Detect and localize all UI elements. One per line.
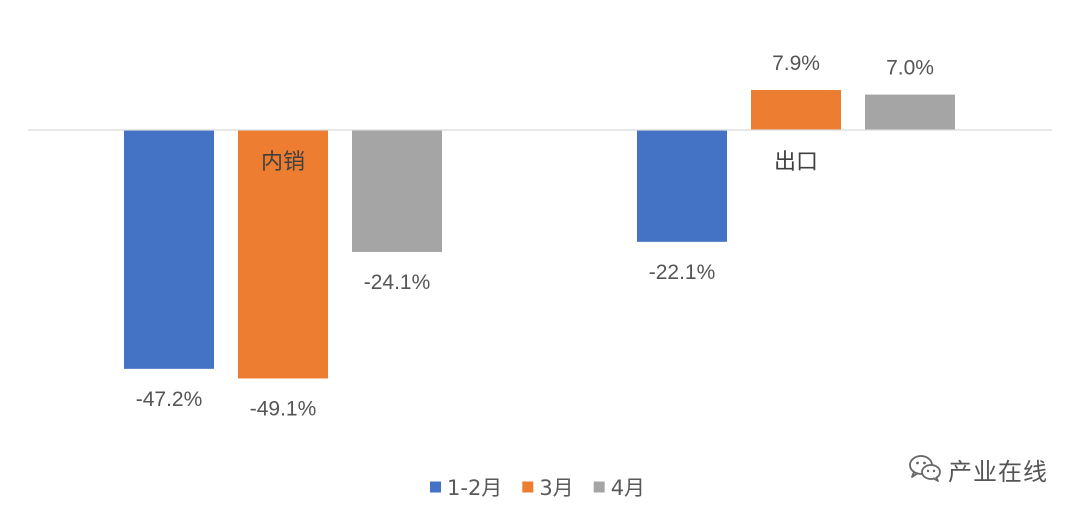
bar-出口-1-2月 <box>637 130 727 242</box>
watermark-text: 产业在线 <box>948 458 1048 486</box>
bars-group <box>124 90 955 379</box>
data-label-内销-4月: -24.1% <box>364 271 431 294</box>
bar-内销-1-2月 <box>124 130 214 369</box>
wechat-icon <box>908 453 942 487</box>
legend-label-1-2月: 1-2月 <box>447 476 502 500</box>
bar-内销-4月 <box>352 130 442 252</box>
legend-label-4月: 4月 <box>611 476 645 500</box>
legend-marker-3月 <box>522 481 534 493</box>
bar-内销-3月 <box>238 130 328 379</box>
bar-出口-4月 <box>865 94 955 130</box>
data-label-出口-4月: 7.0% <box>886 57 934 80</box>
data-label-出口-1-2月: -22.1% <box>649 261 716 284</box>
category-label-内销: 内销 <box>261 150 305 175</box>
legend: 1-2月 3月 4月 <box>430 476 645 500</box>
legend-marker-1-2月 <box>430 481 441 493</box>
data-label-内销-1-2月: -47.2% <box>136 388 203 411</box>
category-labels-group: 内销 出口 <box>261 150 818 175</box>
data-label-内销-3月: -49.1% <box>250 397 317 420</box>
bar-出口-3月 <box>751 90 841 130</box>
legend-marker-4月 <box>593 481 605 493</box>
watermark: 产业在线 <box>908 452 1048 487</box>
category-label-出口: 出口 <box>774 150 818 175</box>
data-labels-group: -47.2% -49.1% -24.1% -22.1% 7.9% 7.0% <box>136 52 934 420</box>
data-label-出口-3月: 7.9% <box>772 52 820 75</box>
legend-label-3月: 3月 <box>539 476 573 500</box>
